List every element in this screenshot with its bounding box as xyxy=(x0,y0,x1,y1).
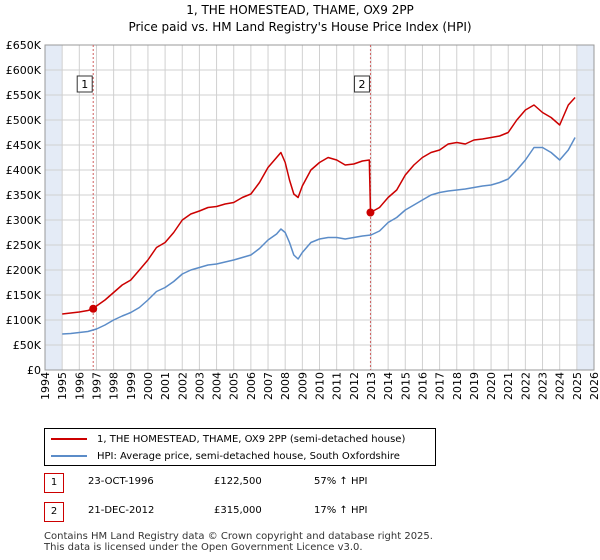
x-tick-label: 2020 xyxy=(485,372,498,400)
x-tick-label: 2000 xyxy=(142,372,155,400)
x-tick-label: 2022 xyxy=(519,372,532,400)
x-tick-label: 1994 xyxy=(39,372,52,400)
sale-price: £315,000 xyxy=(214,505,262,516)
x-tick-label: 2026 xyxy=(588,372,600,400)
annotation-box: 2 xyxy=(353,75,370,93)
y-tick-label: £400K xyxy=(6,164,42,177)
y-tick-label: £200K xyxy=(6,264,42,277)
sale-date: 21-DEC-2012 xyxy=(88,505,155,516)
y-tick-label: £500K xyxy=(6,114,42,127)
x-tick-label: 2011 xyxy=(331,372,344,400)
x-tick-label: 2016 xyxy=(416,372,429,400)
chart-title-line1: 1, THE HOMESTEAD, THAME, OX9 2PP xyxy=(186,3,414,17)
sale-point xyxy=(89,304,98,313)
hpi-line xyxy=(62,137,576,335)
sale-point xyxy=(366,208,375,217)
footer-copyright: Contains HM Land Registry data © Crown c… xyxy=(44,531,433,542)
y-tick-label: £650K xyxy=(6,39,42,52)
y-tick-label: £50K xyxy=(13,339,42,352)
annotation-box: 1 xyxy=(76,75,93,93)
x-tick-label: 2001 xyxy=(159,372,172,400)
legend-label-hpi: HPI: Average price, semi-detached house,… xyxy=(97,450,400,462)
x-tick-label: 1996 xyxy=(73,372,86,400)
x-tick-label: 2015 xyxy=(399,372,412,400)
x-tick-label: 2018 xyxy=(451,372,464,400)
y-tick-label: £600K xyxy=(6,64,42,77)
x-tick-label: 2002 xyxy=(176,372,189,400)
sale-number-badge: 2 xyxy=(44,502,64,522)
footer-licence: This data is licensed under the Open Gov… xyxy=(44,542,363,553)
x-tick-label: 1999 xyxy=(125,372,138,400)
x-tick-label: 2021 xyxy=(502,372,515,400)
price-chart: £0 £50K £100K £150K £200K £250K £300K £350K £400… xyxy=(6,39,600,400)
x-tick-label: 2012 xyxy=(348,372,361,400)
x-tick-label: 2017 xyxy=(434,372,447,400)
x-tick-label: 2014 xyxy=(382,372,395,400)
legend-label-property: 1, THE HOMESTEAD, THAME, OX9 2PP (semi-d… xyxy=(97,433,406,445)
x-tick-label: 2024 xyxy=(554,372,567,400)
chart-title-line2: Price paid vs. HM Land Registry's House … xyxy=(128,20,472,34)
y-tick-label: £450K xyxy=(6,139,42,152)
shaded-range xyxy=(45,45,63,370)
legend-swatch-property xyxy=(51,438,87,440)
x-tick-label: 2003 xyxy=(193,372,206,400)
footer: Contains HM Land Registry data © Crown c… xyxy=(44,531,433,553)
legend-item-property: 1, THE HOMESTEAD, THAME, OX9 2PP (semi-d… xyxy=(45,431,405,447)
x-tick-label: 2005 xyxy=(228,372,241,400)
y-tick-label: £350K xyxy=(6,189,42,202)
annotation-box-frame xyxy=(76,75,93,93)
shaded-range xyxy=(576,45,594,370)
y-tick-label: £300K xyxy=(6,214,42,227)
y-tick-label: £250K xyxy=(6,239,42,252)
chart-title: 1, THE HOMESTEAD, THAME, OX9 2PP Price p… xyxy=(0,2,600,36)
y-tick-label: £150K xyxy=(6,289,42,302)
x-tick-label: 2013 xyxy=(365,372,378,400)
sale-hpi-change: 17% ↑ HPI xyxy=(314,505,368,516)
annotation-box-frame xyxy=(353,75,370,93)
x-tick-label: 2023 xyxy=(537,372,550,400)
x-tick-label: 1997 xyxy=(90,372,103,400)
x-tick-label: 2007 xyxy=(262,372,275,400)
x-tick-label: 2006 xyxy=(245,372,258,400)
x-tick-label: 2019 xyxy=(468,372,481,400)
x-tick-label: 2009 xyxy=(296,372,309,400)
sale-number-badge: 1 xyxy=(44,473,64,493)
sale-date: 23-OCT-1996 xyxy=(88,476,154,487)
annotation-label: 1 xyxy=(81,78,88,91)
legend-swatch-hpi xyxy=(51,455,87,457)
y-tick-label: £0 xyxy=(27,364,41,377)
x-tick-label: 2010 xyxy=(314,372,327,400)
y-tick-label: £100K xyxy=(6,314,42,327)
x-tick-label: 2004 xyxy=(211,372,224,400)
x-tick-label: 1998 xyxy=(108,372,121,400)
y-tick-label: £550K xyxy=(6,89,42,102)
x-tick-label: 2025 xyxy=(571,372,584,400)
plot-frame xyxy=(44,44,595,371)
x-tick-label: 2008 xyxy=(279,372,292,400)
legend: 1, THE HOMESTEAD, THAME, OX9 2PP (semi-d… xyxy=(44,428,436,466)
sale-price: £122,500 xyxy=(214,476,262,487)
property-price-line xyxy=(62,96,576,315)
legend-item-hpi: HPI: Average price, semi-detached house,… xyxy=(45,448,400,464)
x-tick-label: 1995 xyxy=(56,372,69,400)
annotation-label: 2 xyxy=(358,78,365,91)
sale-hpi-change: 57% ↑ HPI xyxy=(314,476,368,487)
